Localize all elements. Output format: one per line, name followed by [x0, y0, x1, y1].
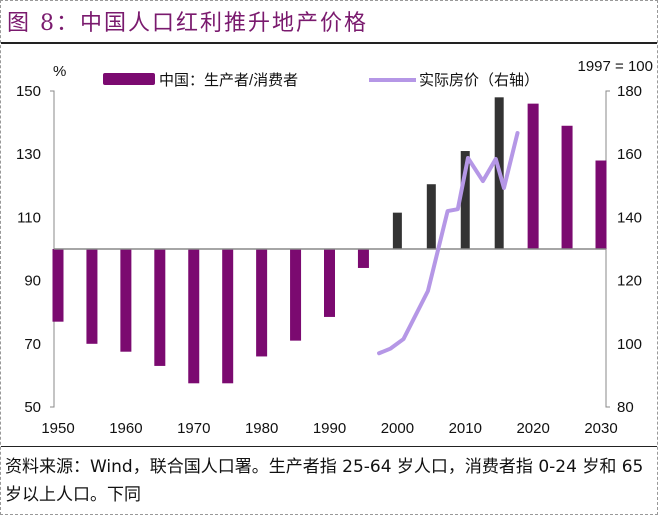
- title-divider: [1, 42, 657, 44]
- bar-2010: [460, 151, 470, 249]
- bar-1955: [86, 249, 98, 344]
- bar-2000: [392, 212, 402, 249]
- left-unit-label: %: [53, 63, 66, 80]
- right-tick-label: 120: [617, 273, 642, 290]
- bar-2005: [426, 184, 436, 249]
- left-tick-label: 130: [16, 146, 41, 163]
- x-tick-label: 1950: [41, 420, 74, 437]
- x-tick-label: 1980: [245, 420, 278, 437]
- note-divider: [1, 446, 657, 447]
- x-tick-label: 2020: [516, 420, 549, 437]
- legend-bar-swatch: [103, 73, 155, 85]
- chart: 50 70 90 110 130 150 80 100 120 140 160 180 1950 1960…: [16, 58, 654, 437]
- right-axis: [605, 90, 610, 408]
- right-unit-label: 1997 = 100: [578, 58, 654, 75]
- bar-2030: [595, 160, 607, 249]
- bar-1990: [324, 249, 335, 317]
- house-price-line: [377, 131, 520, 356]
- bar-1980: [256, 249, 268, 357]
- bar-1995: [357, 249, 369, 268]
- right-tick-label: 140: [617, 209, 642, 226]
- right-tick-label: 80: [617, 399, 634, 416]
- bar-2025: [561, 125, 573, 249]
- legend-bar-label: 中国：生产者/消费者: [159, 72, 298, 89]
- x-tick-label: 2010: [449, 420, 482, 437]
- left-tick-label: 150: [16, 83, 41, 100]
- right-tick-label: 180: [617, 83, 642, 100]
- bar-1975: [222, 249, 234, 384]
- right-tick-label: 100: [617, 336, 642, 353]
- left-tick-label: 90: [24, 273, 41, 290]
- legend-line-label: 实际房价（右轴）: [419, 72, 539, 89]
- x-tick-label: 2000: [381, 420, 414, 437]
- left-tick-label: 110: [17, 209, 41, 226]
- x-tick-label: 1960: [109, 420, 142, 437]
- bar-2020: [527, 103, 539, 249]
- right-tick-label: 160: [617, 146, 642, 163]
- bar-1985: [290, 249, 302, 341]
- x-tick-label: 2030: [584, 420, 617, 437]
- x-tick-label: 1990: [313, 420, 346, 437]
- source-note: 资料来源：Wind，联合国人口署。生产者指 25-64 岁人口，消费者指 0-2…: [5, 457, 644, 505]
- x-tick-label: 1970: [177, 420, 210, 437]
- figure-title: 图 8：中国人口红利推升地产价格: [7, 11, 368, 36]
- bar-1965: [154, 249, 166, 366]
- left-tick-label: 70: [24, 336, 41, 353]
- left-tick-label: 50: [24, 399, 41, 416]
- bar-1970: [188, 249, 200, 384]
- bar-1950: [52, 249, 64, 322]
- bar-1960: [120, 249, 132, 352]
